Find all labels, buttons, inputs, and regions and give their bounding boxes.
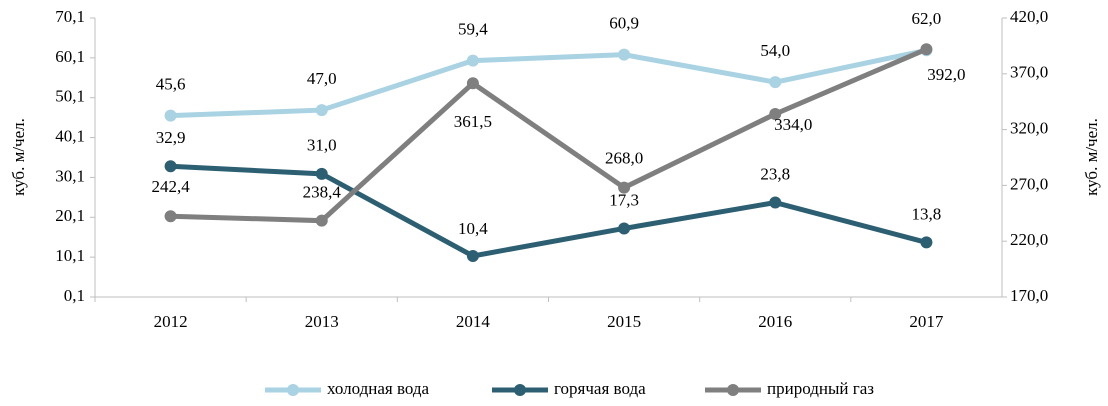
data-label: 45,6	[156, 75, 186, 94]
y-tick-label: 60,1	[55, 47, 85, 66]
series-marker	[618, 181, 631, 194]
y-tick-label: 40,1	[55, 126, 85, 145]
y-axis-label: куб. м/чел.	[9, 118, 28, 196]
series-marker	[769, 107, 782, 120]
series-marker	[466, 54, 479, 67]
y2-tick-label: 420,0	[1010, 7, 1048, 26]
data-label: 242,4	[151, 177, 190, 196]
series-marker	[164, 109, 177, 122]
legend-label: холодная вода	[327, 379, 430, 398]
y-tick-label: 0,1	[64, 286, 85, 305]
series-marker	[466, 77, 479, 90]
data-label: 17,3	[609, 190, 639, 209]
x-tick-label: 2013	[305, 312, 339, 331]
y-tick-label: 10,1	[55, 246, 85, 265]
series-line	[170, 46, 928, 224]
y-tick-label: 20,1	[55, 206, 85, 225]
series-marker	[315, 167, 328, 180]
y-tick-label: 70,1	[55, 7, 85, 26]
data-label: 10,4	[458, 219, 488, 238]
x-tick-label: 2015	[607, 312, 641, 331]
data-label: 47,0	[307, 69, 337, 88]
series-marker	[920, 236, 933, 249]
y2-axis-label: куб. м/чел.	[1082, 118, 1101, 196]
data-label: 13,8	[912, 204, 942, 223]
series-line	[170, 47, 927, 119]
data-label: 62,0	[912, 9, 942, 28]
data-label: 238,4	[303, 183, 342, 202]
series-marker	[618, 222, 631, 235]
y2-tick-label: 170,0	[1010, 286, 1048, 305]
data-label: 59,4	[458, 20, 488, 39]
legend-label: горячая вода	[554, 379, 646, 398]
data-label: 361,5	[454, 112, 492, 131]
data-label: 23,8	[760, 164, 790, 183]
series-marker	[315, 214, 328, 227]
legend-marker	[514, 384, 526, 396]
data-label: 60,9	[609, 14, 639, 33]
y2-tick-label: 320,0	[1010, 119, 1048, 138]
series-marker	[769, 196, 782, 209]
y2-tick-label: 220,0	[1010, 230, 1048, 249]
series-marker	[164, 160, 177, 173]
series-marker	[164, 210, 177, 223]
x-tick-label: 2017	[909, 312, 944, 331]
y-tick-label: 50,1	[55, 87, 85, 106]
data-label: 32,9	[156, 128, 186, 147]
legend-marker	[287, 384, 299, 396]
data-label: 334,0	[774, 115, 812, 134]
data-label: 268,0	[605, 149, 643, 168]
legend-label: природный газ	[767, 379, 874, 398]
data-label: 31,0	[307, 136, 337, 155]
series-line	[170, 163, 928, 259]
series-marker	[466, 249, 479, 262]
series-marker	[315, 104, 328, 117]
legend-marker	[727, 384, 739, 396]
data-label: 54,0	[760, 41, 790, 60]
y2-tick-label: 370,0	[1010, 63, 1048, 82]
series-marker	[618, 48, 631, 61]
y2-tick-label: 270,0	[1010, 174, 1048, 193]
series-marker	[920, 43, 933, 56]
data-label: 392,0	[927, 65, 965, 84]
y-tick-label: 30,1	[55, 166, 85, 185]
x-tick-label: 2014	[456, 312, 491, 331]
x-tick-label: 2016	[758, 312, 792, 331]
series-marker	[769, 76, 782, 89]
x-tick-label: 2012	[154, 312, 188, 331]
